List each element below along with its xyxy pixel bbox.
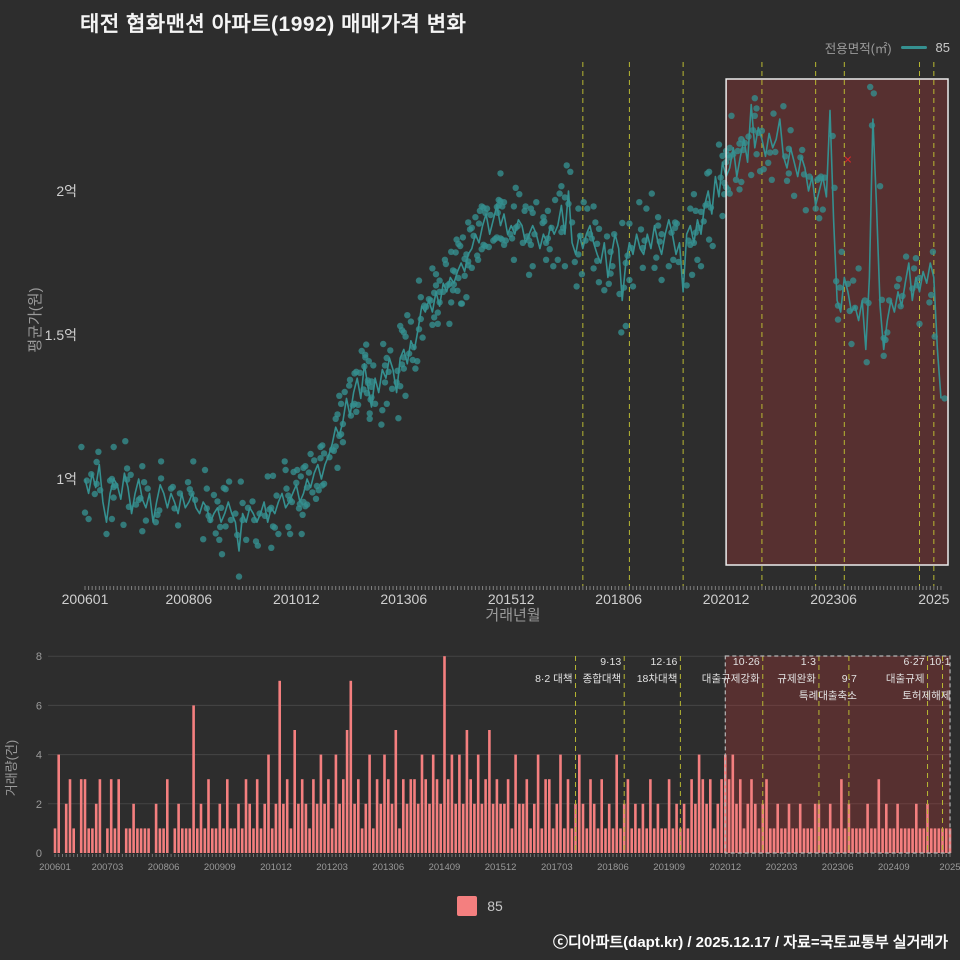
svg-text:2025: 2025	[918, 591, 949, 607]
svg-text:202012: 202012	[703, 591, 750, 607]
svg-text:18차대책: 18차대책	[637, 673, 678, 685]
svg-text:특례대출축소: 특례대출축소	[799, 690, 857, 702]
svg-text:200601: 200601	[62, 591, 109, 607]
svg-text:201012: 201012	[260, 862, 292, 873]
svg-text:2025: 2025	[939, 862, 960, 873]
svg-text:201512: 201512	[488, 591, 535, 607]
svg-text:8·2 대책: 8·2 대책	[535, 673, 572, 685]
svg-text:8: 8	[36, 651, 42, 663]
svg-text:대출규제: 대출규제	[886, 673, 925, 685]
svg-text:10·26: 10·26	[733, 656, 760, 668]
legend-bottom-series-label[interactable]: 85	[487, 898, 503, 914]
svg-text:9·7: 9·7	[842, 673, 857, 685]
svg-text:거래년월: 거래년월	[485, 607, 540, 624]
svg-text:201409: 201409	[429, 862, 461, 873]
svg-text:201012: 201012	[273, 591, 320, 607]
page-title: 태전 협화맨션 아파트(1992) 매매가격 변화	[80, 13, 467, 36]
svg-text:2: 2	[36, 799, 42, 811]
svg-text:202012: 202012	[709, 862, 741, 873]
series-swatch-icon	[457, 896, 478, 916]
svg-text:200601: 200601	[39, 862, 71, 873]
svg-text:토허제해제: 토허제해제	[902, 689, 950, 702]
svg-text:200806: 200806	[148, 862, 180, 873]
legend-bottom[interactable]: 85	[0, 896, 960, 916]
svg-text:대출규제강화: 대출규제강화	[702, 673, 760, 685]
svg-text:거래량(건): 거래량(건)	[4, 740, 19, 797]
svg-text:202409: 202409	[878, 862, 910, 873]
price-chart[interactable]: ✕ 200601 200806 201012 201306 201512 201806 202…	[0, 52, 960, 627]
svg-text:200806: 200806	[166, 591, 213, 607]
svg-text:202203: 202203	[766, 862, 798, 873]
svg-text:0: 0	[36, 848, 42, 860]
svg-text:4: 4	[36, 750, 42, 762]
svg-text:1·3: 1·3	[801, 656, 816, 668]
svg-text:201203: 201203	[316, 862, 348, 873]
svg-text:6·27: 6·27	[904, 656, 925, 668]
svg-text:6: 6	[36, 700, 42, 712]
legend-area-label: 전용면적(㎡)	[824, 42, 892, 56]
svg-text:201806: 201806	[595, 591, 642, 607]
svg-text:201806: 201806	[597, 862, 629, 873]
svg-text:규제완화: 규제완화	[777, 672, 816, 685]
svg-text:2억: 2억	[56, 183, 77, 199]
series-line-icon	[900, 46, 927, 49]
svg-text:✕: ✕	[843, 154, 852, 166]
legend-top[interactable]: 전용면적(㎡) 85	[825, 38, 950, 57]
svg-text:1.5억: 1.5억	[45, 327, 77, 343]
svg-text:201306: 201306	[380, 591, 427, 607]
svg-text:12·16: 12·16	[651, 656, 678, 668]
svg-text:1억: 1억	[56, 471, 77, 487]
svg-text:201306: 201306	[372, 862, 404, 873]
svg-text:200703: 200703	[92, 862, 124, 873]
legend-series-value[interactable]: 85	[935, 40, 950, 55]
svg-text:202306: 202306	[822, 862, 854, 873]
svg-text:201909: 201909	[653, 862, 685, 873]
svg-text:종합대책: 종합대책	[583, 673, 622, 685]
footer-credit: ⓒ디아파트(dapt.kr) / 2025.12.17 / 자료=국토교통부 실…	[552, 934, 948, 951]
svg-text:200909: 200909	[204, 862, 236, 873]
svg-text:평균가(원): 평균가(원)	[27, 287, 44, 352]
svg-text:10·1: 10·1	[929, 656, 950, 668]
volume-chart[interactable]: 8·2 대책 9·13 종합대책 12·16 18차대책 10·26 대출규제강화 1·3 규제…	[0, 648, 960, 883]
svg-text:202306: 202306	[810, 591, 857, 607]
svg-text:201703: 201703	[541, 862, 573, 873]
svg-text:201512: 201512	[485, 862, 517, 873]
svg-text:9·13: 9·13	[600, 656, 621, 668]
